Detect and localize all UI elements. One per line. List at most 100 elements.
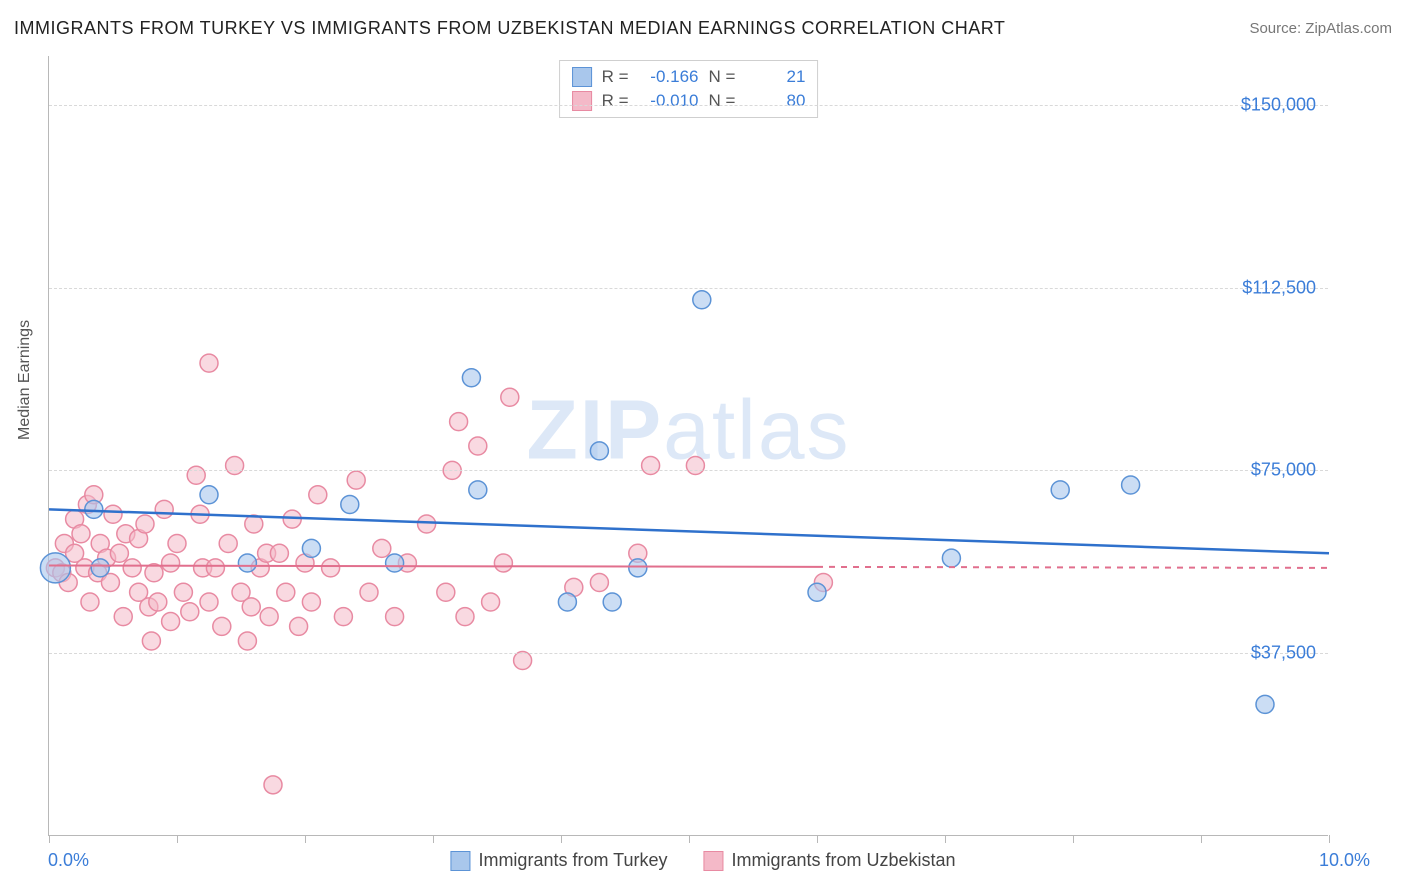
scatter-point-turkey	[1051, 481, 1069, 499]
swatch-uzbekistan	[572, 91, 592, 111]
y-tick-label: $112,500	[1242, 277, 1316, 298]
scatter-point-turkey	[590, 442, 608, 460]
r-value-uzbekistan: -0.010	[639, 89, 699, 113]
scatter-point-uzbekistan	[213, 617, 231, 635]
scatter-point-turkey	[91, 559, 109, 577]
scatter-point-uzbekistan	[187, 466, 205, 484]
scatter-point-turkey	[808, 583, 826, 601]
r-label: R =	[602, 65, 629, 89]
scatter-point-uzbekistan	[686, 457, 704, 475]
scatter-point-uzbekistan	[123, 559, 141, 577]
scatter-point-uzbekistan	[174, 583, 192, 601]
title-bar: IMMIGRANTS FROM TURKEY VS IMMIGRANTS FRO…	[14, 18, 1392, 39]
x-tick	[945, 835, 946, 843]
scatter-point-uzbekistan	[162, 613, 180, 631]
scatter-point-uzbekistan	[242, 598, 260, 616]
scatter-point-uzbekistan	[450, 413, 468, 431]
chart-svg	[49, 56, 1328, 835]
x-min-label: 0.0%	[48, 850, 89, 871]
scatter-point-uzbekistan	[181, 603, 199, 621]
gridline-h	[49, 105, 1328, 106]
scatter-point-uzbekistan	[642, 457, 660, 475]
swatch-uzbekistan-bottom	[703, 851, 723, 871]
scatter-point-uzbekistan	[104, 505, 122, 523]
scatter-point-uzbekistan	[206, 559, 224, 577]
chart-title: IMMIGRANTS FROM TURKEY VS IMMIGRANTS FRO…	[14, 18, 1005, 39]
scatter-point-uzbekistan	[114, 608, 132, 626]
scatter-point-turkey	[386, 554, 404, 572]
scatter-point-turkey	[462, 369, 480, 387]
scatter-point-turkey	[40, 553, 70, 583]
scatter-point-uzbekistan	[373, 539, 391, 557]
x-max-label: 10.0%	[1319, 850, 1370, 871]
scatter-point-uzbekistan	[110, 544, 128, 562]
scatter-point-uzbekistan	[270, 544, 288, 562]
scatter-point-uzbekistan	[200, 354, 218, 372]
scatter-point-uzbekistan	[347, 471, 365, 489]
trendline-turkey	[49, 509, 1329, 553]
scatter-point-uzbekistan	[81, 593, 99, 611]
x-tick	[177, 835, 178, 843]
scatter-point-uzbekistan	[494, 554, 512, 572]
scatter-point-turkey	[942, 549, 960, 567]
x-tick	[49, 835, 50, 843]
scatter-point-uzbekistan	[456, 608, 474, 626]
source-attribution: Source: ZipAtlas.com	[1249, 20, 1392, 37]
scatter-point-uzbekistan	[277, 583, 295, 601]
r-value-turkey: -0.166	[639, 65, 699, 89]
scatter-point-uzbekistan	[142, 632, 160, 650]
scatter-point-uzbekistan	[590, 574, 608, 592]
scatter-point-turkey	[558, 593, 576, 611]
scatter-point-turkey	[1122, 476, 1140, 494]
x-tick	[817, 835, 818, 843]
scatter-point-uzbekistan	[264, 776, 282, 794]
scatter-point-uzbekistan	[469, 437, 487, 455]
scatter-point-uzbekistan	[260, 608, 278, 626]
scatter-point-turkey	[341, 496, 359, 514]
x-tick	[305, 835, 306, 843]
n-value-uzbekistan: 80	[745, 89, 805, 113]
scatter-point-turkey	[85, 500, 103, 518]
swatch-turkey-bottom	[450, 851, 470, 871]
scatter-point-uzbekistan	[162, 554, 180, 572]
n-label: N =	[709, 89, 736, 113]
scatter-point-uzbekistan	[418, 515, 436, 533]
legend-item-uzbekistan: Immigrants from Uzbekistan	[703, 850, 955, 871]
scatter-point-turkey	[302, 539, 320, 557]
plot-area: ZIPatlas R = -0.166 N = 21 R = -0.010 N …	[48, 56, 1328, 836]
legend-label-uzbekistan: Immigrants from Uzbekistan	[731, 850, 955, 871]
scatter-point-uzbekistan	[309, 486, 327, 504]
y-tick-label: $150,000	[1241, 94, 1316, 115]
n-label: N =	[709, 65, 736, 89]
x-tick	[1329, 835, 1330, 843]
gridline-h	[49, 288, 1328, 289]
y-tick-label: $37,500	[1251, 643, 1316, 664]
scatter-point-uzbekistan	[322, 559, 340, 577]
scatter-point-uzbekistan	[437, 583, 455, 601]
x-tick	[1201, 835, 1202, 843]
x-tick	[561, 835, 562, 843]
legend-series: Immigrants from Turkey Immigrants from U…	[450, 850, 955, 871]
scatter-point-uzbekistan	[386, 608, 404, 626]
y-axis-title: Median Earnings	[16, 320, 34, 440]
n-value-turkey: 21	[745, 65, 805, 89]
scatter-point-uzbekistan	[334, 608, 352, 626]
x-tick	[1073, 835, 1074, 843]
scatter-point-turkey	[603, 593, 621, 611]
legend-label-turkey: Immigrants from Turkey	[478, 850, 667, 871]
gridline-h	[49, 470, 1328, 471]
scatter-point-uzbekistan	[360, 583, 378, 601]
scatter-point-uzbekistan	[226, 457, 244, 475]
scatter-point-uzbekistan	[168, 535, 186, 553]
scatter-point-turkey	[469, 481, 487, 499]
swatch-turkey	[572, 67, 592, 87]
scatter-point-uzbekistan	[219, 535, 237, 553]
scatter-point-turkey	[238, 554, 256, 572]
legend-row-turkey: R = -0.166 N = 21	[572, 65, 806, 89]
scatter-point-turkey	[693, 291, 711, 309]
legend-item-turkey: Immigrants from Turkey	[450, 850, 667, 871]
r-label: R =	[602, 89, 629, 113]
x-tick	[689, 835, 690, 843]
scatter-point-uzbekistan	[482, 593, 500, 611]
scatter-point-uzbekistan	[149, 593, 167, 611]
